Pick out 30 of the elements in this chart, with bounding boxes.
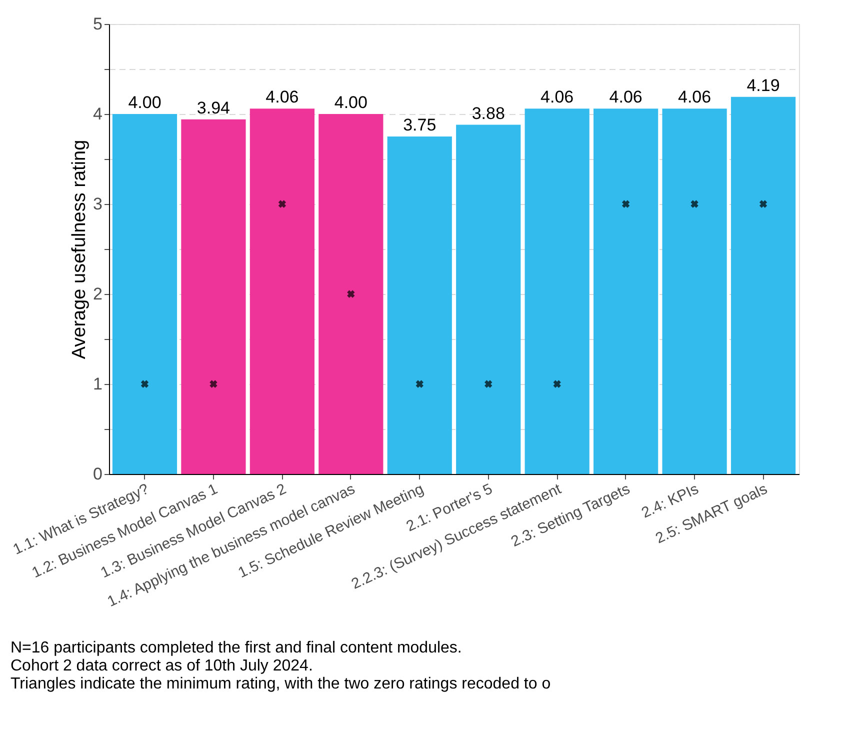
data-label: 3.94 xyxy=(196,98,230,118)
data-label: 4.19 xyxy=(746,76,780,95)
data-label: 4.00 xyxy=(334,93,368,112)
point xyxy=(140,380,149,388)
y-tick-label: 5 xyxy=(93,14,102,34)
point xyxy=(622,200,630,208)
point xyxy=(484,380,492,388)
data-label: 4.06 xyxy=(540,88,574,107)
data-label: 4.06 xyxy=(609,88,642,107)
y-axis-title: Average usefulness rating xyxy=(69,140,90,360)
point xyxy=(210,380,218,388)
y-tick-label: 4 xyxy=(93,104,102,124)
y-tick-label: 0 xyxy=(93,464,102,484)
point xyxy=(278,200,286,208)
point xyxy=(416,380,424,388)
data-label: 4.06 xyxy=(266,88,299,107)
data-label: 3.75 xyxy=(403,116,436,134)
point xyxy=(690,200,698,208)
y-tick-label: 3 xyxy=(93,194,102,214)
data-label: 3.88 xyxy=(472,104,505,123)
point xyxy=(347,290,355,298)
point xyxy=(759,200,768,208)
point xyxy=(553,380,561,388)
data-label: 4.00 xyxy=(128,93,162,112)
y-tick-label: 1 xyxy=(93,374,102,394)
text: Cohort 2 data correct as of 10th July 2024. xyxy=(10,657,313,674)
y-tick-label: 2 xyxy=(93,284,102,304)
data-label: 4.06 xyxy=(678,88,712,107)
text: Triangles indicate the minimum rating, with the two zero ratings recoded to o xyxy=(10,675,551,692)
text: N=16 participants completed the first and final content modules. xyxy=(10,639,462,656)
